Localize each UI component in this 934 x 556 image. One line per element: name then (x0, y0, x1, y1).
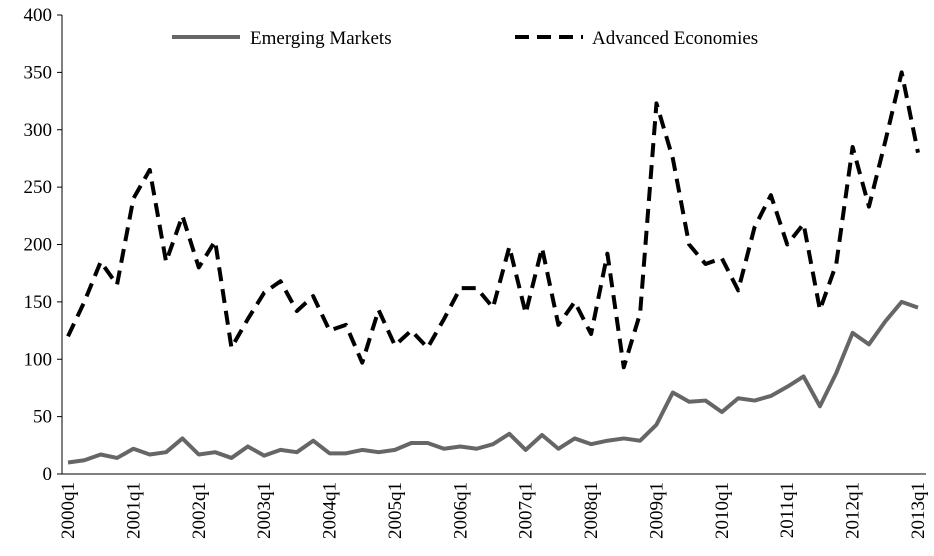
series-line (67, 299, 919, 465)
y-tick-label: 350 (24, 62, 53, 83)
x-tick-label: 2013q1 (908, 482, 929, 539)
y-tick-label: 250 (24, 177, 53, 198)
x-tick-label: 2010q1 (712, 482, 733, 539)
y-tick-label: 50 (33, 407, 52, 428)
x-tick-label: 2000q1 (58, 482, 79, 539)
x-tick-label: 2004q1 (320, 482, 341, 539)
x-tick-label: 2009q1 (646, 482, 667, 539)
y-tick-label: 150 (24, 292, 53, 313)
x-tick-label: 2001q1 (123, 482, 144, 539)
x-tick-label: 2011q1 (777, 482, 798, 538)
y-tick-label: 200 (24, 235, 53, 256)
x-tick-label: 2002q1 (189, 482, 210, 539)
x-tick-label: 2007q1 (516, 482, 537, 539)
x-tick-label: 2012q1 (843, 482, 864, 539)
y-tick-label: 400 (24, 5, 53, 26)
legend-label: Advanced Economies (592, 28, 758, 49)
y-tick-label: 300 (24, 120, 53, 141)
series-line (66, 70, 920, 370)
y-tick-label: 100 (24, 349, 53, 370)
x-tick-label: 2003q1 (254, 482, 275, 539)
x-tick-label: 2005q1 (385, 482, 406, 539)
x-tick-label: 2008q1 (581, 482, 602, 539)
legend-label: Emerging Markets (250, 28, 392, 49)
y-tick-label: 0 (43, 464, 53, 485)
x-tick-label: 2006q1 (450, 482, 471, 539)
